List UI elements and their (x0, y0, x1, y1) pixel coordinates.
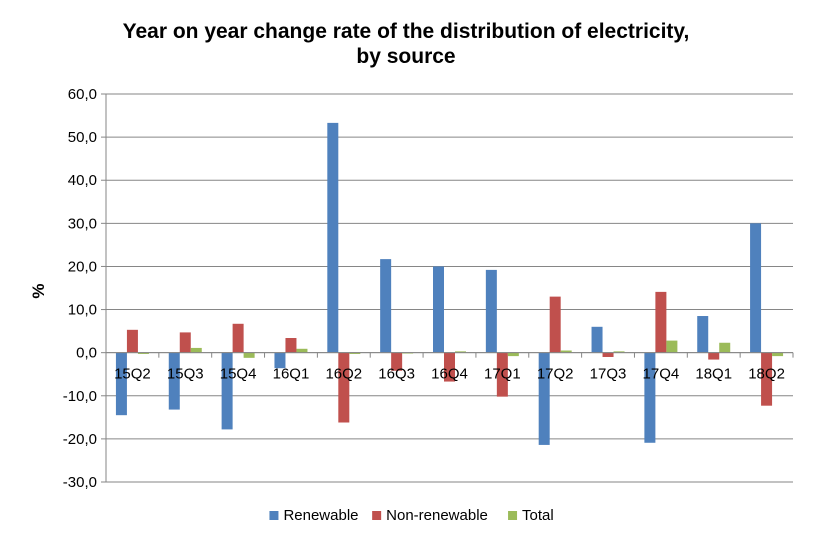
y-tick-label: 50,0 (68, 129, 97, 146)
bar-renewable-15q4 (221, 352, 233, 430)
chart-title-line1: Year on year change rate of the distribu… (123, 20, 690, 43)
x-tick-label: 17Q4 (643, 366, 680, 383)
x-tick-label: 16Q1 (273, 366, 310, 383)
y-tick-label: 30,0 (68, 215, 97, 232)
bar-total-16q1 (296, 348, 308, 353)
bar-non-renewable-18q2 (761, 352, 773, 406)
bar-renewable-16q4 (433, 266, 444, 353)
bars (115, 122, 784, 445)
legend: Renewable Non-renewable Total (269, 507, 554, 524)
x-tick-label: 16Q2 (325, 366, 362, 383)
bar-non-renewable-16q3 (391, 352, 403, 371)
bar-renewable-17q4 (644, 352, 656, 443)
x-tick-label: 15Q2 (114, 366, 151, 383)
x-tick-label: 15Q3 (167, 366, 204, 383)
bar-renewable-17q1 (485, 269, 497, 353)
bar-total-15q4 (243, 352, 255, 358)
bar-non-renewable-17q3 (602, 352, 614, 357)
bar-non-renewable-15q4 (232, 323, 244, 353)
y-tick-label: -20,0 (63, 431, 97, 448)
x-tick-label: 17Q3 (590, 366, 627, 383)
bar-renewable-16q3 (380, 259, 392, 353)
bar-renewable-16q2 (327, 122, 339, 353)
y-tick-label: 60,0 (68, 86, 97, 103)
bar-renewable-15q2 (115, 352, 127, 416)
grid-lines (106, 93, 793, 483)
bar-non-renewable-17q2 (549, 296, 561, 353)
legend-swatch-total (508, 511, 518, 520)
y-tick-label: -30,0 (63, 474, 97, 491)
axes (101, 93, 794, 483)
legend-swatch-renewable (269, 511, 279, 520)
bar-non-renewable-15q2 (126, 329, 138, 353)
x-tick-labels: 15Q2 15Q3 15Q4 16Q1 16Q2 16Q3 16Q4 17Q1 17Q2 17Q3… (114, 366, 785, 383)
bar-total-15q2 (137, 352, 149, 354)
bar-total-17q3 (613, 351, 625, 353)
x-tick-label: 17Q1 (484, 366, 521, 383)
x-tick-label: 16Q4 (431, 366, 468, 383)
bar-total-17q4 (666, 340, 678, 353)
legend-label-total: Total (522, 507, 554, 524)
bar-renewable-18q1 (697, 316, 709, 353)
bar-total-17q1 (507, 352, 519, 357)
x-tick-label: 15Q4 (220, 366, 257, 383)
legend-label-renewable: Renewable (283, 507, 358, 524)
bar-total-15q3 (190, 347, 202, 353)
bar-non-renewable-17q1 (496, 352, 508, 397)
y-tick-label: 0,0 (76, 345, 97, 362)
y-tick-label: 40,0 (68, 172, 97, 189)
bar-total-16q2 (349, 352, 361, 354)
bar-non-renewable-15q3 (179, 332, 191, 353)
y-tick-label: 20,0 (68, 258, 97, 275)
bar-non-renewable-16q4 (444, 352, 455, 382)
bar-renewable-15q3 (168, 352, 180, 410)
x-tick-label: 18Q2 (748, 366, 785, 383)
legend-label-non-renewable: Non-renewable (386, 507, 488, 524)
bar-non-renewable-16q2 (338, 352, 350, 423)
bar-renewable-16q1 (274, 352, 286, 369)
bar-total-18q1 (719, 342, 731, 353)
bar-total-18q2 (772, 352, 784, 357)
bar-total-17q2 (560, 350, 572, 353)
y-tick-labels: 60,0 50,0 40,0 30,0 20,0 10,0 0,0 -10,0 -20,0 -30… (63, 86, 97, 491)
bar-total-16q4 (455, 351, 466, 353)
y-tick-label: 10,0 (68, 302, 97, 319)
chart-title-line2: by source (356, 45, 455, 68)
bar-non-renewable-17q4 (655, 291, 667, 353)
bar-non-renewable-16q1 (285, 338, 297, 353)
bar-non-renewable-18q1 (708, 352, 720, 360)
bar-renewable-17q3 (591, 326, 603, 353)
x-tick-label: 18Q1 (695, 366, 732, 383)
y-axis-label: % (29, 283, 48, 298)
x-tick-label: 17Q2 (537, 366, 574, 383)
legend-swatch-non-renewable (372, 511, 382, 520)
x-tick-label: 16Q3 (378, 366, 415, 383)
bar-renewable-17q2 (538, 352, 550, 445)
y-tick-label: -10,0 (63, 388, 97, 405)
bar-renewable-18q2 (750, 223, 762, 353)
